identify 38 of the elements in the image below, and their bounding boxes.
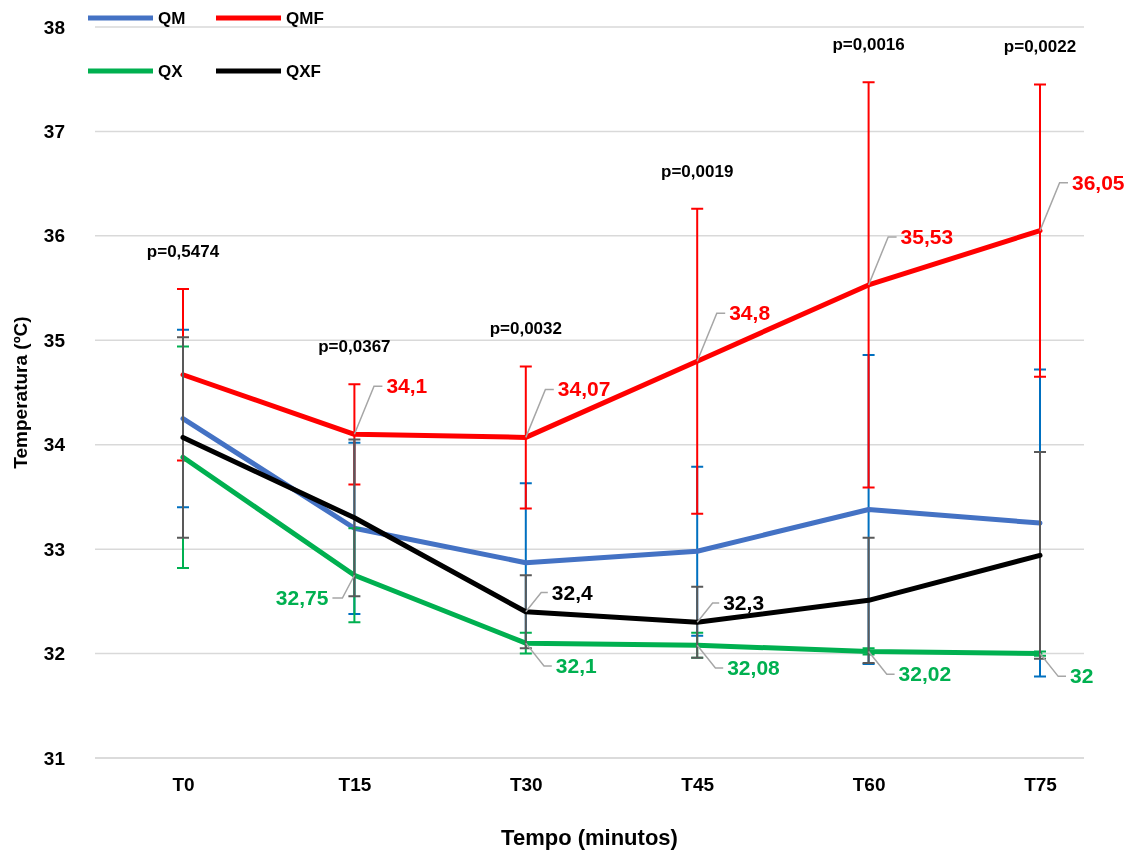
y-tick-label: 32 xyxy=(43,643,65,665)
data-label: 32,75 xyxy=(275,586,329,610)
y-tick-label: 35 xyxy=(43,329,66,351)
y-tick-label: 37 xyxy=(43,121,65,143)
x-axis-title: Tempo (minutos) xyxy=(501,825,678,850)
y-axis-title: Temperatura (ºC) xyxy=(10,316,31,469)
data-label: 32,3 xyxy=(723,591,765,615)
annotation: p=0,0032 xyxy=(489,319,562,339)
x-tick-label: T0 xyxy=(172,774,195,796)
annotation: p=0,0367 xyxy=(318,337,391,357)
data-label: 34,8 xyxy=(729,301,771,325)
y-tick-label: 38 xyxy=(43,16,65,38)
y-tick-label: 36 xyxy=(43,225,65,247)
data-label: 32 xyxy=(1070,664,1094,688)
annotation: p=0,0019 xyxy=(661,161,734,181)
x-tick-label: T75 xyxy=(1024,774,1058,796)
y-tick-label: 33 xyxy=(43,538,65,560)
data-label: 32,1 xyxy=(555,653,597,677)
x-tick-label: T15 xyxy=(338,774,372,796)
legend-label: QM xyxy=(158,9,186,28)
legend-label: QMF xyxy=(286,9,324,28)
y-tick-label: 34 xyxy=(43,434,66,456)
data-label: 34,1 xyxy=(386,374,428,398)
y-tick-label: 31 xyxy=(43,747,66,769)
annotation: p=0,0022 xyxy=(1003,37,1077,57)
legend-label: QX xyxy=(158,62,184,81)
legend-label: QXF xyxy=(286,62,321,81)
annotation: p=0,0016 xyxy=(832,35,905,55)
data-label: 36,05 xyxy=(1072,170,1124,194)
data-label: 32,08 xyxy=(727,656,781,680)
data-label: 34,07 xyxy=(557,377,611,401)
data-label: 32,4 xyxy=(551,580,593,604)
annotation: p=0,5474 xyxy=(146,242,220,262)
data-label: 35,53 xyxy=(900,224,954,248)
x-tick-label: T45 xyxy=(681,774,715,796)
data-label: 32,02 xyxy=(898,662,952,686)
x-tick-label: T60 xyxy=(852,774,886,796)
x-tick-label: T30 xyxy=(509,774,543,796)
